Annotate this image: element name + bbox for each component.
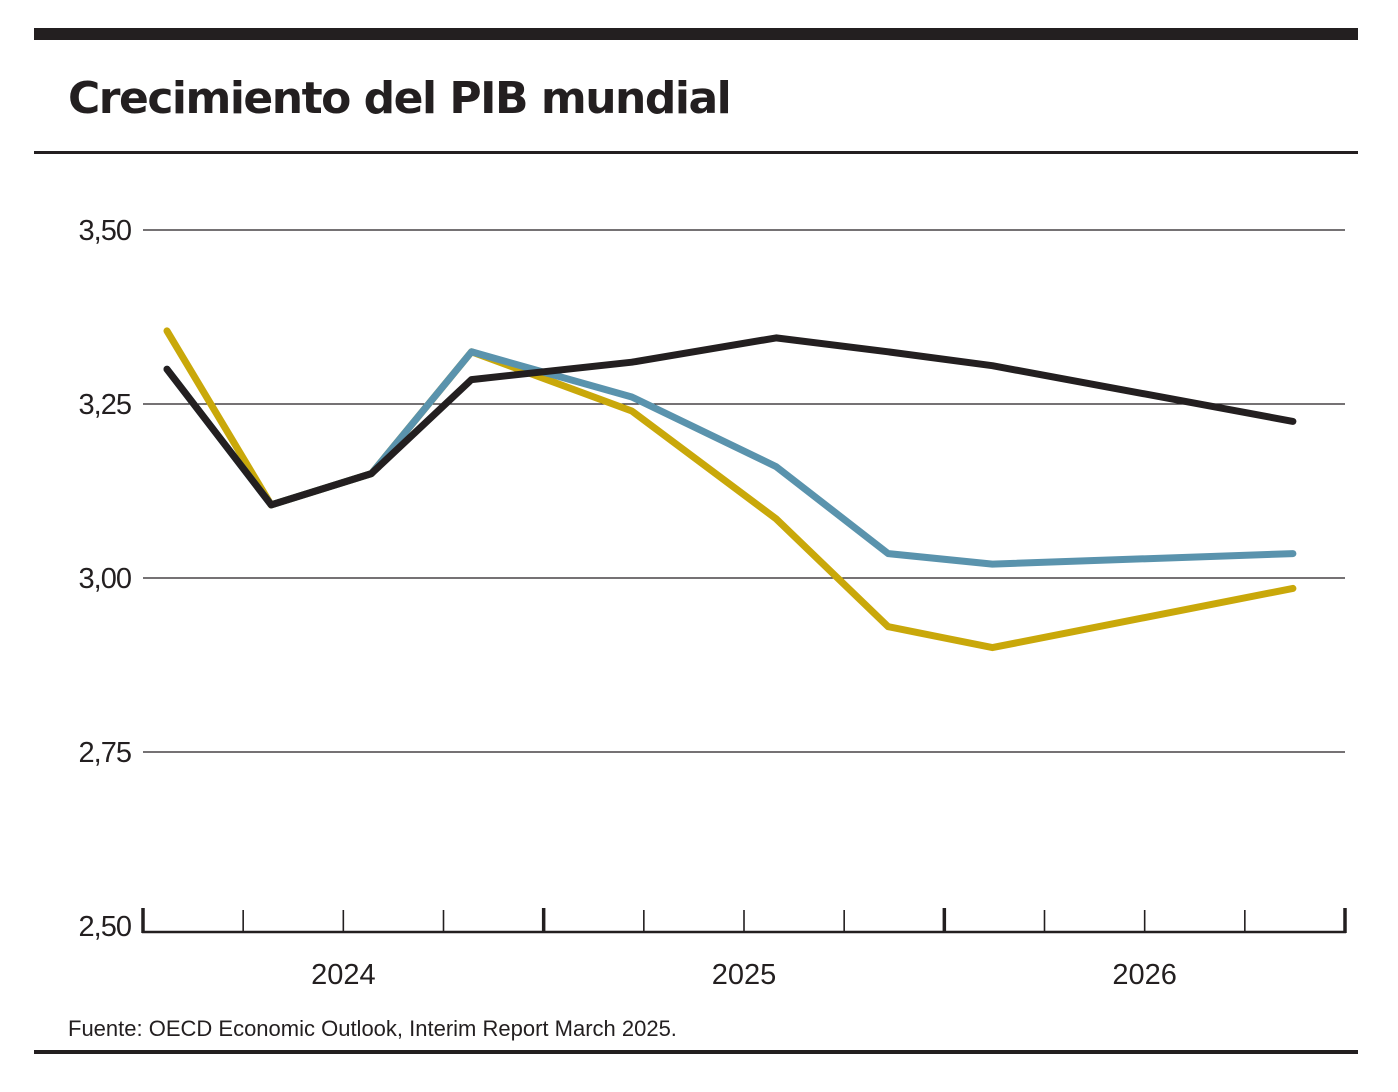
x-tick-label-2026: 2026 (1112, 959, 1177, 991)
top-bar (34, 28, 1358, 40)
source-note: Fuente: OECD Economic Outlook, Interim R… (68, 1016, 677, 1041)
x-tick-label-2024: 2024 (311, 959, 376, 991)
title-rule (34, 151, 1358, 154)
series-line-1 (163, 348, 1297, 568)
grid-lines (143, 229, 1345, 753)
x-axis-tick-labels: 2024 2025 2026 (311, 959, 1177, 991)
y-tick-label-3: 3,25 (79, 389, 131, 421)
series-line-2 (163, 334, 1297, 509)
x-tick-label-2025: 2025 (712, 959, 777, 991)
y-axis-tick-labels: 2,50 2,75 3,00 3,25 3,50 (79, 215, 132, 943)
chart-title: Crecimiento del PIB mundial (68, 73, 732, 124)
x-axis (141, 908, 1347, 934)
series-line-0 (163, 327, 1297, 652)
y-tick-label-2: 3,00 (79, 563, 131, 595)
bottom-rule (34, 1050, 1358, 1054)
y-tick-label-1: 2,75 (79, 737, 131, 769)
y-tick-label-4: 3,50 (79, 215, 131, 247)
y-tick-label-0: 2,50 (79, 911, 131, 943)
data-series (163, 327, 1297, 652)
